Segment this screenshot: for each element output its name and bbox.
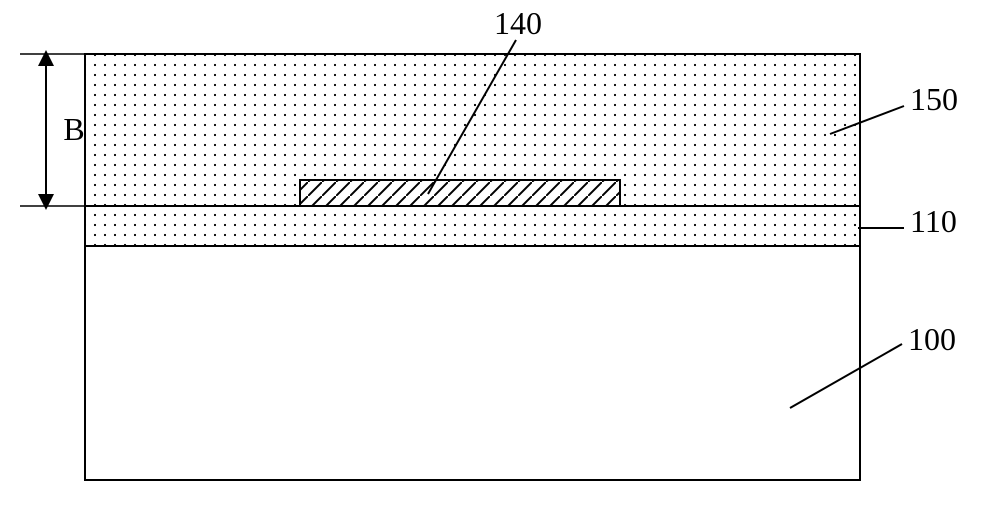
dimension-b: B bbox=[20, 54, 85, 206]
cross-section-diagram: B 140 150 110 100 bbox=[0, 0, 1000, 523]
callout-100-label: 100 bbox=[908, 321, 956, 357]
callout-150-label: 150 bbox=[910, 81, 958, 117]
callout-140-label: 140 bbox=[494, 5, 542, 41]
feature-140 bbox=[300, 180, 620, 206]
callout-110-label: 110 bbox=[910, 203, 957, 239]
substrate-100 bbox=[85, 246, 860, 480]
callout-110: 110 bbox=[858, 203, 957, 239]
dimension-b-label: B bbox=[63, 111, 84, 147]
layer-110 bbox=[85, 206, 860, 246]
